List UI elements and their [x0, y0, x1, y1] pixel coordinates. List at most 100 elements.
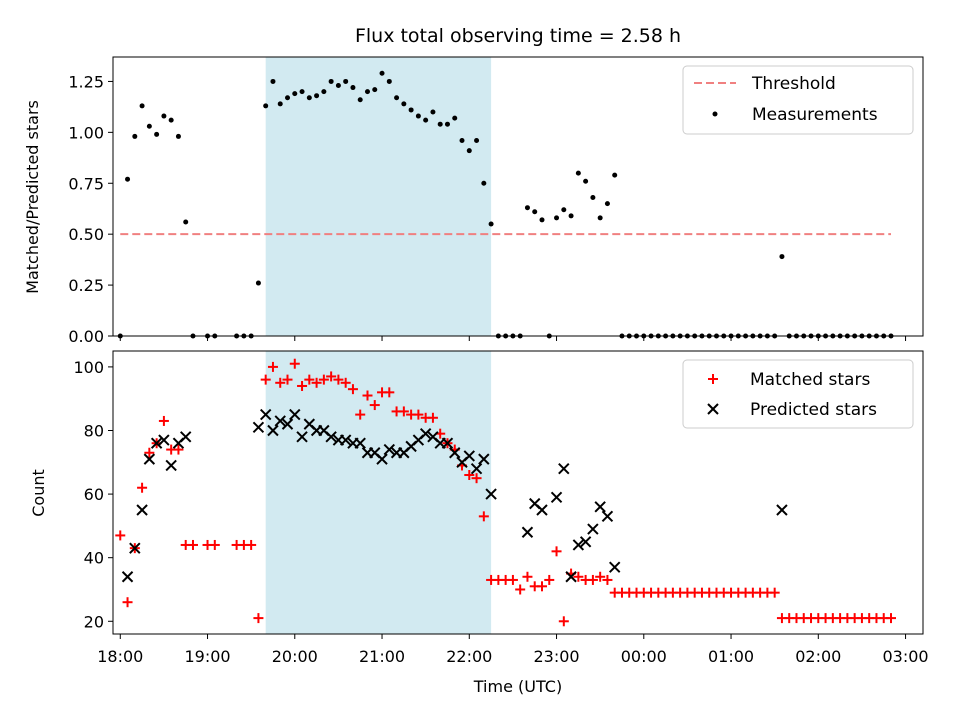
measurement-point: [139, 103, 145, 109]
y-tick-label: 1.25: [68, 72, 104, 91]
measurement-point: [175, 133, 181, 139]
chart-title: Flux total observing time = 2.58 h: [355, 25, 681, 47]
x-tick-label: 00:00: [621, 647, 667, 666]
matched-star-point: [267, 361, 278, 372]
predicted-star-point: [449, 447, 461, 459]
y-tick-label: 0.00: [68, 327, 104, 346]
matched-star-point: [297, 380, 308, 391]
matched-star-point: [769, 587, 780, 598]
x-tick-label: 23:00: [533, 647, 579, 666]
measurement-point: [285, 95, 291, 101]
x-tick-label: 19:00: [184, 647, 230, 666]
bottom-matched-stars: [115, 358, 897, 627]
predicted-star-point: [601, 510, 614, 523]
matched-star-point: [427, 412, 438, 423]
x-tick-label: 21:00: [359, 647, 405, 666]
measurement-point: [561, 207, 567, 213]
predicted-star-point: [383, 443, 396, 456]
predicted-star-point: [558, 462, 570, 475]
measurement-point: [306, 95, 312, 101]
measurement-point: [364, 89, 370, 95]
matched-star-point: [522, 571, 533, 582]
matched-star-point: [507, 574, 518, 585]
measurement-point: [430, 109, 436, 115]
matched-star-point: [115, 530, 126, 541]
y-tick-label: 20: [84, 612, 104, 631]
measurement-point: [386, 78, 392, 84]
measurement-point: [612, 172, 618, 178]
predicted-star-point: [129, 542, 141, 554]
predicted-star-point: [252, 421, 265, 434]
bottom-predicted-stars: [121, 408, 788, 583]
predicted-star-point: [165, 459, 177, 472]
x-tick-label: 20:00: [272, 647, 318, 666]
predicted-star-point: [267, 424, 279, 437]
matched-star-point: [362, 390, 373, 401]
measurement-point: [452, 115, 458, 121]
matched-star-point: [173, 444, 184, 455]
bottom-y-ticks: 20 40 60 80 100: [73, 358, 113, 631]
measurement-point: [554, 215, 560, 221]
predicted-star-point: [776, 504, 788, 516]
measurement-point: [590, 195, 596, 201]
measurement-point: [372, 87, 378, 93]
measurement-point: [146, 123, 152, 129]
measurement-point: [401, 101, 407, 107]
x-tick-label: 18:00: [97, 647, 143, 666]
matched-star-point: [413, 409, 424, 420]
matched-star-point: [253, 613, 264, 624]
legend-matched-label: Matched stars: [750, 370, 870, 390]
measurement-point: [466, 148, 472, 154]
legend-matched-swatch: [708, 374, 718, 384]
predicted-star-point: [608, 561, 621, 573]
top-y-ticks: 0.00 0.25 0.50 0.75 1.00 1.25: [68, 72, 113, 346]
bottom-y-axis-label: Count: [29, 469, 48, 517]
x-axis-label: Time (UTC): [473, 677, 562, 696]
matched-star-point: [260, 374, 271, 385]
measurement-point: [408, 107, 414, 113]
matched-star-point: [544, 574, 555, 585]
measurement-point: [154, 131, 160, 137]
matched-star-point: [311, 377, 322, 388]
matched-star-point: [304, 374, 315, 385]
predicted-star-point: [463, 450, 475, 462]
y-tick-label: 80: [84, 421, 104, 440]
top-legend: Threshold Measurements: [682, 65, 914, 135]
measurement-point: [583, 178, 589, 184]
measurement-point: [183, 219, 189, 225]
measurement-point: [539, 217, 545, 223]
legend-predicted-label: Predicted stars: [750, 400, 877, 420]
legend-predicted-swatch: [707, 403, 719, 415]
matched-star-point: [333, 374, 344, 385]
matched-star-point: [326, 371, 337, 382]
measurement-point: [474, 137, 480, 143]
matched-star-point: [558, 616, 569, 627]
matched-star-point: [340, 377, 351, 388]
predicted-star-point: [572, 539, 585, 551]
matched-star-point: [347, 384, 358, 395]
measurement-point: [481, 180, 487, 186]
measurement-point: [328, 78, 334, 84]
matched-star-point: [355, 409, 366, 420]
matched-star-point: [478, 511, 489, 522]
measurement-point: [350, 85, 356, 91]
top-panel: 0.00 0.25 0.50 0.75 1.00 1.25 Matched/Predict…: [23, 56, 924, 346]
measurement-point: [277, 101, 283, 107]
matched-star-point: [209, 539, 220, 550]
matched-star-point: [369, 400, 380, 411]
bottom-highlight-span: [265, 351, 492, 634]
legend-measurements-label: Measurements: [752, 105, 878, 125]
matched-star-point: [595, 571, 606, 582]
measurement-point: [314, 93, 320, 99]
predicted-star-point: [550, 491, 563, 503]
top-x-ticks: [119, 336, 907, 341]
matched-star-point: [464, 470, 475, 481]
measurement-point: [488, 221, 494, 227]
predicted-star-point: [478, 453, 490, 465]
matched-star-point: [587, 574, 598, 585]
matched-star-point: [187, 539, 198, 550]
predicted-star-point: [150, 437, 163, 449]
predicted-star-point: [441, 437, 454, 449]
y-tick-label: 100: [73, 358, 104, 377]
